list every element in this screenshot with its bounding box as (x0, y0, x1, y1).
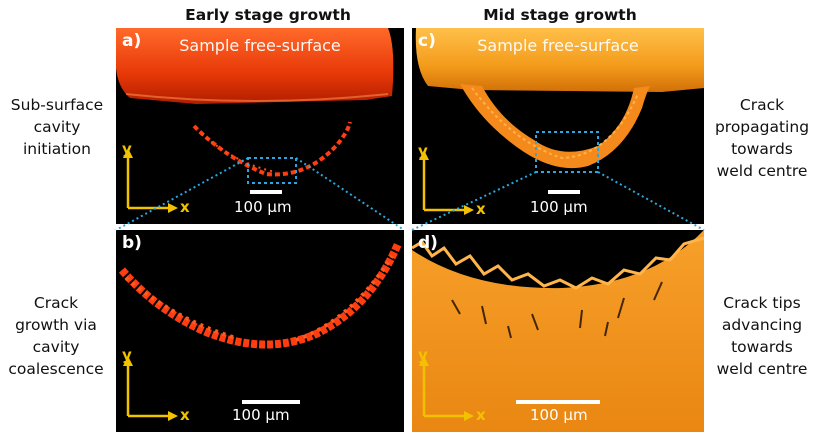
panel-a: a) Sample free-surface 100 µm y x (116, 28, 404, 224)
crack-band (460, 84, 650, 169)
scale-text-d: 100 µm (530, 406, 588, 424)
scale-text-a: 100 µm (234, 198, 292, 216)
axis-y-label-d: y (418, 346, 428, 364)
panel-letter-d: d) (418, 233, 438, 253)
free-surface-slab (116, 28, 394, 104)
panel-d: d) 100 µm y x (412, 230, 704, 432)
scale-bar-a (250, 190, 282, 194)
axis-y-label-c: y (418, 142, 428, 160)
crack-front-mass (412, 230, 704, 432)
free-surface-slab (415, 28, 704, 92)
panel-b-image (118, 242, 402, 349)
scale-bar-d (516, 400, 600, 404)
panel-a-image (116, 28, 394, 184)
panel-d-image (412, 230, 704, 432)
zoom-box-c (535, 131, 599, 173)
axis-y-label-b: y (122, 346, 132, 364)
axis-x-label-b: x (180, 406, 190, 424)
axis-y-label-a: y (122, 140, 132, 158)
label-crack-growth: Crack growth via cavity coalescence (8, 294, 104, 378)
axis-x-label-d: x (476, 406, 486, 424)
label-crack-propagating: Crack propagating towards weld centre (714, 96, 810, 180)
panel-letter-b: b) (122, 233, 142, 253)
label-crack-tips: Crack tips advancing towards weld centre (716, 294, 808, 378)
surface-label-a: Sample free-surface (179, 36, 341, 55)
scale-text-b: 100 µm (232, 406, 290, 424)
crack-tips (451, 281, 663, 339)
scale-text-c: 100 µm (530, 198, 588, 216)
surface-label-c: Sample free-surface (477, 36, 639, 55)
label-subsurface-cavity: Sub-surface cavity initiation (10, 96, 104, 158)
scale-bar-c (548, 190, 580, 194)
scale-bar-b (242, 400, 300, 404)
coalesced-crack (118, 242, 402, 349)
column-title-mid: Mid stage growth (483, 6, 637, 24)
panel-c-image (415, 28, 704, 173)
cavity-arc (192, 121, 352, 177)
panel-letter-a: a) (122, 31, 142, 51)
column-title-early: Early stage growth (185, 6, 351, 24)
panel-b: b) 100 µm y x (116, 230, 404, 432)
axis-x-label-c: x (476, 200, 486, 218)
axis-x-label-a: x (180, 198, 190, 216)
panel-letter-c: c) (418, 31, 436, 51)
panel-c: c) Sample free-surface 100 µm y x (412, 28, 704, 224)
